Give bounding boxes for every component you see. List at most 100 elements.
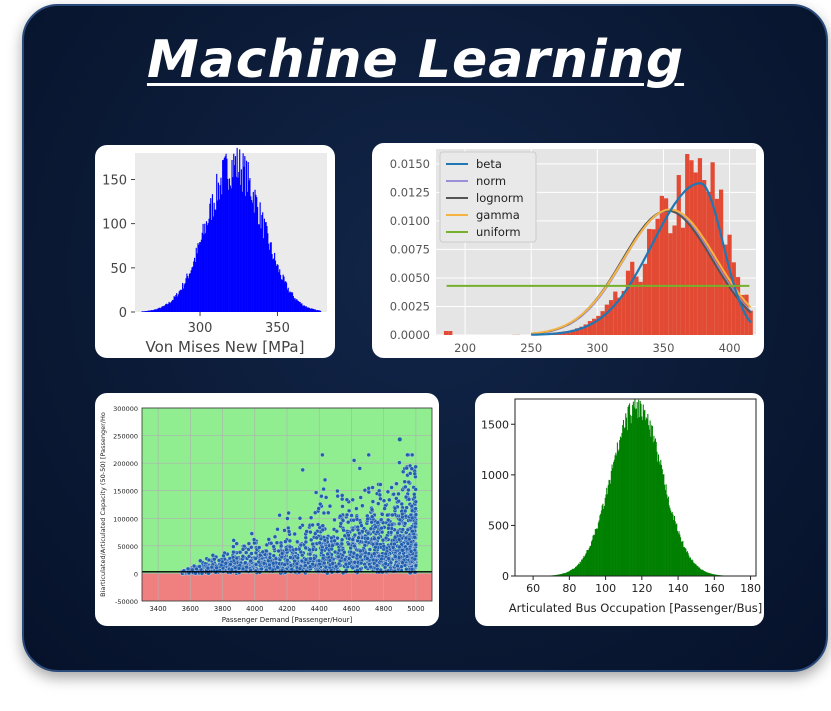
scatter-point <box>406 479 411 485</box>
scatter-point <box>395 563 400 569</box>
scatter-point <box>317 540 322 546</box>
legend-label: gamma <box>476 208 520 222</box>
scatter-point <box>308 556 313 561</box>
scatter-point <box>310 547 316 552</box>
scatter-point <box>351 551 357 556</box>
bus-occupation-card: 0 500 1000 1500 60 80 100 120 140 160 180 Articulat… <box>475 393 764 626</box>
histogram-bar <box>263 218 265 312</box>
scatter-point <box>323 565 329 570</box>
histogram-bar <box>212 216 214 312</box>
histogram-bar <box>566 331 571 335</box>
histogram-bar <box>314 309 317 312</box>
scatter-point <box>327 558 333 563</box>
scatter-point <box>257 545 262 550</box>
histogram-bar <box>143 311 145 312</box>
scatter-point <box>259 566 264 572</box>
histogram-bar <box>690 560 692 576</box>
histogram-bar <box>265 222 267 312</box>
histogram-bar <box>216 173 218 312</box>
scatter-point <box>412 524 418 530</box>
histogram-bar <box>642 263 648 335</box>
scatter-point <box>337 548 342 553</box>
histogram-bar <box>199 242 201 312</box>
histogram-bar <box>238 171 240 312</box>
histogram-bar <box>667 498 669 576</box>
histogram-bar <box>284 281 286 312</box>
histogram-bar <box>573 568 575 576</box>
y-tick-label: 0 <box>134 570 138 578</box>
scatter-point <box>344 512 350 518</box>
histogram-bar <box>291 292 294 312</box>
histogram-bar <box>686 552 688 576</box>
scatter-point <box>340 493 345 498</box>
scatter-point <box>214 565 219 570</box>
histogram-bar <box>626 430 628 576</box>
histogram-bar <box>643 410 645 576</box>
histogram-bar <box>195 247 197 312</box>
histogram-bar <box>245 160 248 312</box>
scatter-point <box>344 497 350 502</box>
scatter-point <box>285 516 290 521</box>
histogram-bar <box>706 191 711 335</box>
scatter-point <box>318 501 323 507</box>
scatter-point <box>412 471 417 476</box>
scatter-point <box>365 516 370 522</box>
scatter-point <box>285 558 290 563</box>
histogram-bar <box>276 264 278 312</box>
scatter-point <box>216 558 222 563</box>
histogram-bar <box>621 432 623 576</box>
histogram-bar <box>700 569 702 576</box>
scatter-point <box>383 551 388 556</box>
histogram-bar <box>255 194 257 312</box>
histogram-bar <box>598 520 600 576</box>
histogram-bar <box>582 557 584 576</box>
histogram-bar <box>318 310 320 312</box>
histogram-bar <box>243 166 245 312</box>
y-tick-label: 100000 <box>113 515 138 523</box>
histogram-bar <box>164 305 166 312</box>
histogram-bar <box>214 209 216 312</box>
histogram-bar <box>171 301 173 312</box>
scatter-point <box>391 492 396 497</box>
scatter-point <box>374 563 380 568</box>
scatter-point <box>258 553 263 558</box>
histogram-bar <box>278 272 280 312</box>
histogram-bar <box>180 289 182 312</box>
histogram-bar <box>671 511 673 576</box>
scatter-point <box>410 515 415 521</box>
histogram-bar <box>161 306 163 312</box>
x-tick-label: 180 <box>740 582 761 595</box>
scatter-point <box>194 566 199 572</box>
scatter-point <box>386 526 391 531</box>
histogram-bar <box>623 428 625 576</box>
scatter-point <box>339 537 345 542</box>
scatter-point <box>191 563 197 569</box>
scatter-point <box>303 539 309 545</box>
histogram-bar <box>282 274 284 312</box>
scatter-point <box>357 531 362 536</box>
histogram-bar <box>300 303 302 312</box>
scatter-point <box>397 544 402 550</box>
histogram-bar <box>236 147 238 312</box>
scatter-point <box>396 491 401 497</box>
histogram-bar <box>563 573 565 576</box>
histogram-bar <box>681 541 683 576</box>
histogram-bar <box>272 259 274 312</box>
scatter-point <box>378 496 383 501</box>
scatter-point <box>375 529 380 535</box>
histogram-bar <box>178 291 180 312</box>
histogram-bar <box>710 573 712 576</box>
histogram-bar <box>165 304 167 312</box>
histogram-bar <box>603 508 605 576</box>
histogram-bar <box>693 172 698 335</box>
histogram-bar <box>158 307 160 312</box>
histogram-bar <box>198 244 200 312</box>
scatter-point <box>341 528 346 533</box>
histogram-bar <box>607 484 609 576</box>
scatter-point <box>350 527 355 533</box>
histogram-bar <box>213 202 215 312</box>
histogram-bar <box>205 221 208 312</box>
y-tick-label: 1000 <box>481 469 509 482</box>
scatter-point <box>370 485 375 490</box>
scatter-point <box>403 494 409 500</box>
